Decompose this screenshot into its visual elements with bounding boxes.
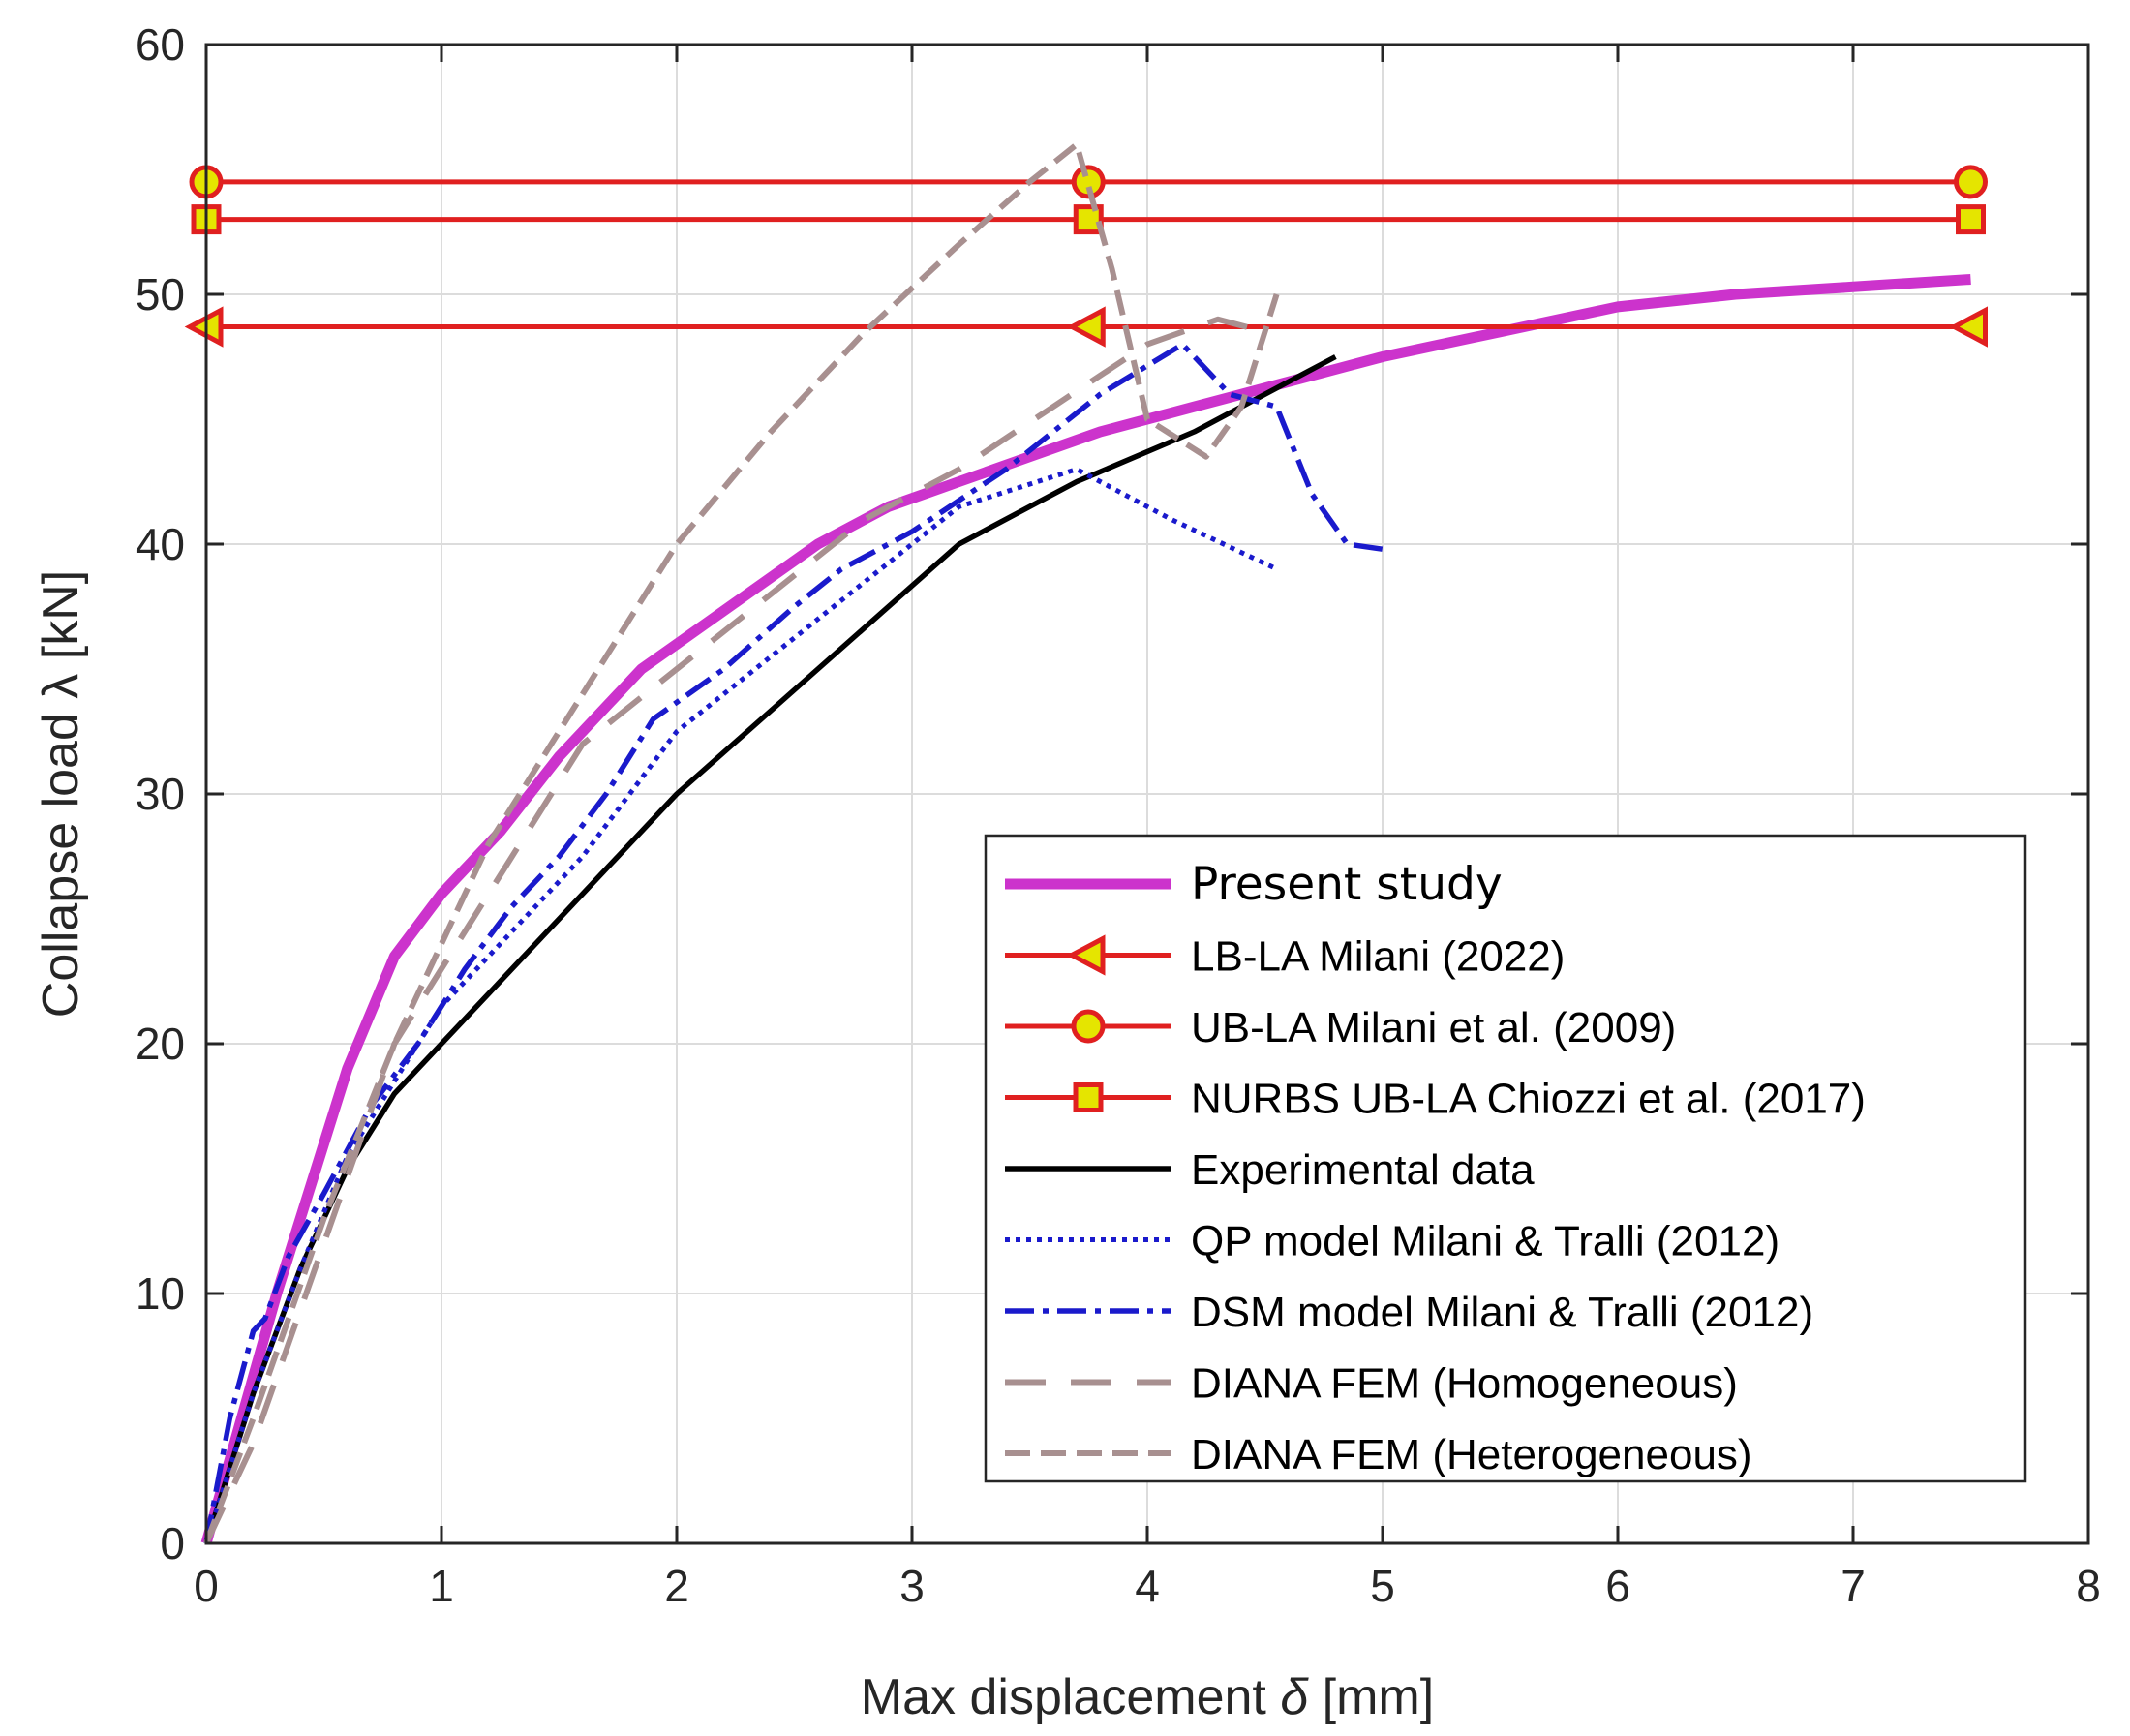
- y-tick-label: 40: [136, 519, 185, 569]
- legend-box: [984, 834, 2027, 1483]
- legend-entry-diana-fem-heterogeneous: DIANA FEM (Heterogeneous): [1005, 1431, 1752, 1478]
- y-tick-label: 60: [136, 19, 185, 70]
- series-line: [203, 316, 1266, 1545]
- data-point-marker: [1949, 306, 1988, 348]
- series-dsm-model-milani-tralli-2012: [203, 341, 1384, 1544]
- y-tick-label: 20: [136, 1019, 185, 1069]
- legend-entry-diana-fem-homogeneous: DIANA FEM (Homogeneous): [1005, 1360, 1738, 1408]
- series-qp-model-milani-tralli-2012: [203, 467, 1278, 1544]
- legend-entry-experimental-data: Experimental data: [1005, 1146, 1535, 1194]
- series-diana-fem-heterogeneous: [203, 141, 1280, 1545]
- x-tick-label: 7: [1841, 1561, 1866, 1611]
- legend-label: UB-LA Milani et al. (2009): [1191, 1004, 1676, 1051]
- legend-marker: [1073, 1082, 1104, 1112]
- x-tick-label: 1: [429, 1561, 454, 1611]
- x-tick-label: 0: [194, 1561, 219, 1611]
- series-present-study: [200, 274, 1971, 1545]
- y-axis-label: Collapse load λ [kN]: [33, 570, 89, 1018]
- data-point-marker: [1073, 204, 1104, 235]
- legend-marker: [1071, 1009, 1106, 1044]
- legend-label: QP model Milani & Tralli (2012): [1191, 1218, 1780, 1265]
- data-point-marker: [1956, 204, 1986, 235]
- legend-marker: [1066, 934, 1106, 976]
- y-tick-label: 30: [136, 769, 185, 819]
- axis-ticks: 0 1 2 3 4 5 6 7 8 0 10 20 30 40 50 60: [136, 19, 2101, 1611]
- legend-label: Present study: [1191, 858, 1503, 911]
- legend-entry-qp-model-milani-tralli-2012: QP model Milani & Tralli (2012): [1005, 1218, 1780, 1265]
- series-line: [203, 141, 1280, 1545]
- x-tick-label: 5: [1370, 1561, 1395, 1611]
- legend-label: DIANA FEM (Homogeneous): [1191, 1360, 1738, 1408]
- data-point-marker: [1954, 165, 1988, 199]
- series-nurbs-ub-la-chiozzi-et-al-2017: [191, 204, 1986, 235]
- legend-entry-present-study: Present study: [1005, 858, 1503, 911]
- series-diana-fem-homogeneous: [203, 316, 1266, 1545]
- x-tick-label: 6: [1605, 1561, 1630, 1611]
- legend-label: DIANA FEM (Heterogeneous): [1191, 1431, 1752, 1478]
- legend-entry-lb-la-milani-2022: LB-LA Milani (2022): [1005, 933, 1565, 981]
- x-axis-label: Max displacement δ [mm]: [861, 1669, 1434, 1725]
- x-tick-label: 2: [664, 1561, 689, 1611]
- x-tick-label: 8: [2076, 1561, 2101, 1611]
- legend-label: NURBS UB-LA Chiozzi et al. (2017): [1191, 1076, 1866, 1123]
- legend: Present study LB-LA Milani (2022) UB-LA Mi…: [984, 834, 2027, 1483]
- y-tick-label: 0: [160, 1518, 185, 1568]
- y-tick-label: 50: [136, 269, 185, 320]
- x-tick-label: 4: [1135, 1561, 1160, 1611]
- legend-label: DSM model Milani & Tralli (2012): [1191, 1289, 1813, 1336]
- series-line: [203, 341, 1384, 1544]
- x-tick-label: 3: [899, 1561, 925, 1611]
- series-line: [203, 467, 1278, 1544]
- legend-entry-ub-la-milani-et-al-2009: UB-LA Milani et al. (2009): [1005, 1004, 1676, 1051]
- legend-entry-nurbs-ub-la-chiozzi-et-al-2017: NURBS UB-LA Chiozzi et al. (2017): [1005, 1076, 1866, 1123]
- data-point-marker: [1066, 306, 1106, 348]
- legend-entry-dsm-model-milani-tralli-2012: DSM model Milani & Tralli (2012): [1005, 1289, 1813, 1336]
- y-tick-label: 10: [136, 1268, 185, 1319]
- legend-label: Experimental data: [1191, 1146, 1535, 1194]
- legend-label: LB-LA Milani (2022): [1191, 933, 1565, 981]
- series-line: [200, 274, 1971, 1545]
